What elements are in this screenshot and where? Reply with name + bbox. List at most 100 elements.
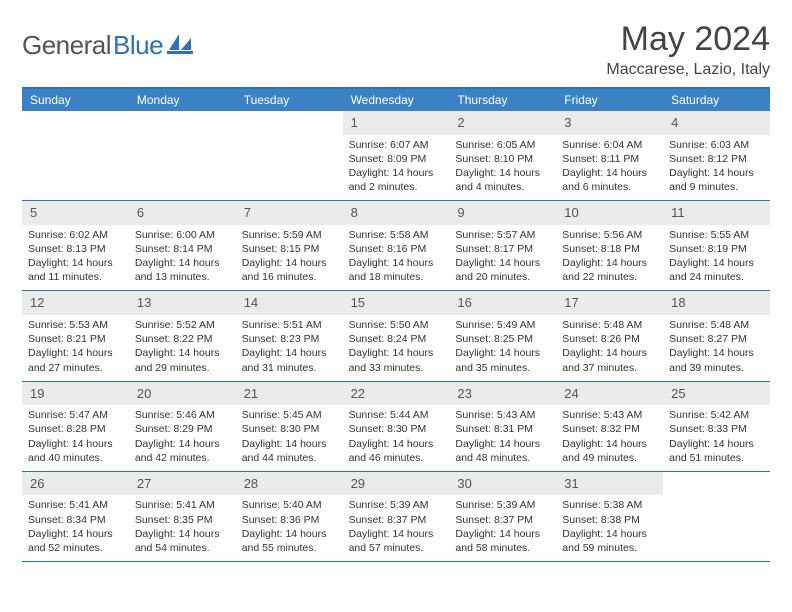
sunrise-line: Sunrise: 5:45 AM <box>242 408 337 422</box>
day-number-row: 21 <box>236 382 343 406</box>
daylight-line: Daylight: 14 hours and 37 minutes. <box>562 346 657 374</box>
empty-cell <box>663 472 770 561</box>
day-number-row: 14 <box>236 291 343 315</box>
week-row: 12Sunrise: 5:53 AMSunset: 8:21 PMDayligh… <box>22 291 770 381</box>
sunrise-line: Sunrise: 5:59 AM <box>242 228 337 242</box>
calendar: SundayMondayTuesdayWednesdayThursdayFrid… <box>22 87 770 562</box>
sunset-line: Sunset: 8:19 PM <box>669 242 764 256</box>
day-number-row: 4 <box>663 111 770 135</box>
day-cell: 2Sunrise: 6:05 AMSunset: 8:10 PMDaylight… <box>449 111 556 200</box>
sunrise-line: Sunrise: 5:41 AM <box>135 498 230 512</box>
day-cell: 16Sunrise: 5:49 AMSunset: 8:25 PMDayligh… <box>449 291 556 380</box>
sunset-line: Sunset: 8:24 PM <box>349 332 444 346</box>
logo: GeneralBlue <box>22 20 193 61</box>
daylight-line: Daylight: 14 hours and 39 minutes. <box>669 346 764 374</box>
sunset-line: Sunset: 8:36 PM <box>242 513 337 527</box>
day-cell: 28Sunrise: 5:40 AMSunset: 8:36 PMDayligh… <box>236 472 343 561</box>
week-row: 19Sunrise: 5:47 AMSunset: 8:28 PMDayligh… <box>22 382 770 472</box>
sunrise-line: Sunrise: 5:39 AM <box>349 498 444 512</box>
sunset-line: Sunset: 8:32 PM <box>562 422 657 436</box>
day-cell: 13Sunrise: 5:52 AMSunset: 8:22 PMDayligh… <box>129 291 236 380</box>
week-row: 5Sunrise: 6:02 AMSunset: 8:13 PMDaylight… <box>22 201 770 291</box>
day-header-monday: Monday <box>129 89 236 111</box>
day-cell: 14Sunrise: 5:51 AMSunset: 8:23 PMDayligh… <box>236 291 343 380</box>
day-number: 30 <box>457 476 471 491</box>
day-cell: 31Sunrise: 5:38 AMSunset: 8:38 PMDayligh… <box>556 472 663 561</box>
day-number: 4 <box>671 115 678 130</box>
sunset-line: Sunset: 8:35 PM <box>135 513 230 527</box>
day-number-row: 3 <box>556 111 663 135</box>
sunset-line: Sunset: 8:09 PM <box>349 152 444 166</box>
daylight-line: Daylight: 14 hours and 52 minutes. <box>28 527 123 555</box>
sunset-line: Sunset: 8:15 PM <box>242 242 337 256</box>
daylight-line: Daylight: 14 hours and 55 minutes. <box>242 527 337 555</box>
day-header-sunday: Sunday <box>22 89 129 111</box>
day-number: 7 <box>244 205 251 220</box>
sunrise-line: Sunrise: 5:44 AM <box>349 408 444 422</box>
daylight-line: Daylight: 14 hours and 18 minutes. <box>349 256 444 284</box>
daylight-line: Daylight: 14 hours and 44 minutes. <box>242 437 337 465</box>
day-cell: 11Sunrise: 5:55 AMSunset: 8:19 PMDayligh… <box>663 201 770 290</box>
daylight-line: Daylight: 14 hours and 46 minutes. <box>349 437 444 465</box>
sunset-line: Sunset: 8:16 PM <box>349 242 444 256</box>
day-number: 18 <box>671 295 685 310</box>
sunrise-line: Sunrise: 5:52 AM <box>135 318 230 332</box>
sunset-line: Sunset: 8:25 PM <box>455 332 550 346</box>
day-cell: 23Sunrise: 5:43 AMSunset: 8:31 PMDayligh… <box>449 382 556 471</box>
daylight-line: Daylight: 14 hours and 4 minutes. <box>455 166 550 194</box>
day-number-row: 28 <box>236 472 343 496</box>
day-number: 28 <box>244 476 258 491</box>
daylight-line: Daylight: 14 hours and 48 minutes. <box>455 437 550 465</box>
logo-text-blue: Blue <box>113 30 163 61</box>
sunrise-line: Sunrise: 5:41 AM <box>28 498 123 512</box>
day-cell: 4Sunrise: 6:03 AMSunset: 8:12 PMDaylight… <box>663 111 770 200</box>
sunrise-line: Sunrise: 6:05 AM <box>455 138 550 152</box>
sunrise-line: Sunrise: 5:39 AM <box>455 498 550 512</box>
sunset-line: Sunset: 8:26 PM <box>562 332 657 346</box>
day-number-row: 10 <box>556 201 663 225</box>
daylight-line: Daylight: 14 hours and 42 minutes. <box>135 437 230 465</box>
logo-sail-icon <box>167 32 193 59</box>
week-row: 26Sunrise: 5:41 AMSunset: 8:34 PMDayligh… <box>22 472 770 562</box>
header: GeneralBlue May 2024 Maccarese, Lazio, I… <box>22 20 770 79</box>
sunrise-line: Sunrise: 5:58 AM <box>349 228 444 242</box>
day-number-row: 12 <box>22 291 129 315</box>
day-number-row: 23 <box>449 382 556 406</box>
day-number: 3 <box>564 115 571 130</box>
day-cell: 19Sunrise: 5:47 AMSunset: 8:28 PMDayligh… <box>22 382 129 471</box>
day-number: 13 <box>137 295 151 310</box>
daylight-line: Daylight: 14 hours and 27 minutes. <box>28 346 123 374</box>
day-number: 22 <box>351 386 365 401</box>
day-number-row: 17 <box>556 291 663 315</box>
sunrise-line: Sunrise: 5:49 AM <box>455 318 550 332</box>
sunrise-line: Sunrise: 5:42 AM <box>669 408 764 422</box>
day-header-friday: Friday <box>556 89 663 111</box>
sunset-line: Sunset: 8:27 PM <box>669 332 764 346</box>
day-cell: 29Sunrise: 5:39 AMSunset: 8:37 PMDayligh… <box>343 472 450 561</box>
day-cell: 8Sunrise: 5:58 AMSunset: 8:16 PMDaylight… <box>343 201 450 290</box>
week-row: 1Sunrise: 6:07 AMSunset: 8:09 PMDaylight… <box>22 111 770 201</box>
daylight-line: Daylight: 14 hours and 33 minutes. <box>349 346 444 374</box>
day-cell: 15Sunrise: 5:50 AMSunset: 8:24 PMDayligh… <box>343 291 450 380</box>
day-cell: 17Sunrise: 5:48 AMSunset: 8:26 PMDayligh… <box>556 291 663 380</box>
sunset-line: Sunset: 8:30 PM <box>349 422 444 436</box>
day-number: 6 <box>137 205 144 220</box>
day-number: 31 <box>564 476 578 491</box>
daylight-line: Daylight: 14 hours and 22 minutes. <box>562 256 657 284</box>
sunset-line: Sunset: 8:29 PM <box>135 422 230 436</box>
day-number: 5 <box>30 205 37 220</box>
day-number: 12 <box>30 295 44 310</box>
title-block: May 2024 Maccarese, Lazio, Italy <box>606 20 770 79</box>
day-number-row: 5 <box>22 201 129 225</box>
daylight-line: Daylight: 14 hours and 6 minutes. <box>562 166 657 194</box>
sunrise-line: Sunrise: 6:00 AM <box>135 228 230 242</box>
day-header-saturday: Saturday <box>663 89 770 111</box>
empty-cell <box>236 111 343 200</box>
day-number-row: 20 <box>129 382 236 406</box>
month-title: May 2024 <box>606 20 770 59</box>
day-number-row: 29 <box>343 472 450 496</box>
sunrise-line: Sunrise: 5:48 AM <box>669 318 764 332</box>
day-cell: 12Sunrise: 5:53 AMSunset: 8:21 PMDayligh… <box>22 291 129 380</box>
sunset-line: Sunset: 8:37 PM <box>455 513 550 527</box>
sunrise-line: Sunrise: 5:43 AM <box>455 408 550 422</box>
